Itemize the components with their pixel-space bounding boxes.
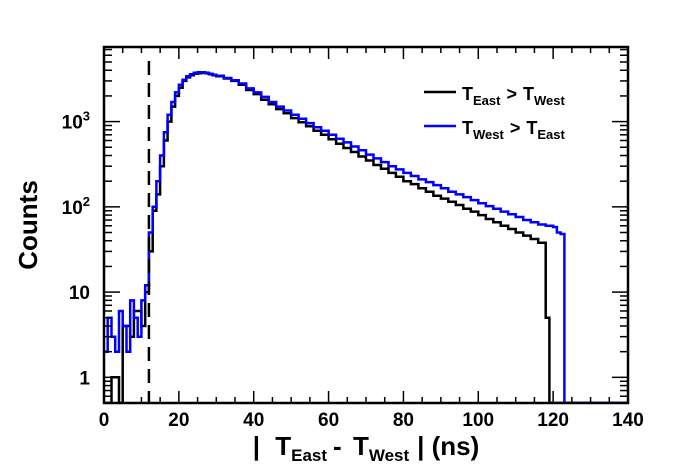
- x-tick-label: 40: [243, 410, 264, 431]
- x-axis-title-var2-sub: West: [369, 446, 410, 465]
- x-axis-title-prefix: |: [253, 431, 260, 461]
- y-tick-label: 10: [69, 283, 90, 304]
- series-line-1: [104, 71, 628, 403]
- x-axis-title-suffix: | (ns): [417, 431, 479, 461]
- x-axis-title: | TEast - TWest | (ns): [253, 431, 480, 465]
- y-tick-label: 103: [62, 109, 90, 134]
- x-tick-label: 0: [99, 410, 110, 431]
- legend-label-series-1: TEast > TWest: [462, 84, 565, 108]
- series-line-2: [104, 70, 628, 403]
- y-tick-label: 1: [79, 368, 90, 389]
- x-tick-label: 20: [168, 410, 189, 431]
- x-tick-label: 80: [393, 410, 414, 431]
- x-axis-title-var1: T: [275, 431, 291, 461]
- y-tick-label: 102: [62, 194, 90, 219]
- x-tick-label: 140: [612, 410, 644, 431]
- legend: TEast > TWest TWest > TEast: [424, 84, 565, 142]
- x-tick-label: 120: [537, 410, 569, 431]
- x-tick-label: 60: [318, 410, 339, 431]
- x-axis-title-op: -: [333, 431, 342, 461]
- y-axis-title: Counts: [13, 180, 43, 270]
- x-axis-title-var2: T: [353, 431, 369, 461]
- x-axis-title-var1-sub: East: [291, 446, 327, 465]
- legend-label-series-2: TWest > TEast: [462, 118, 565, 142]
- x-tick-label: 100: [462, 410, 494, 431]
